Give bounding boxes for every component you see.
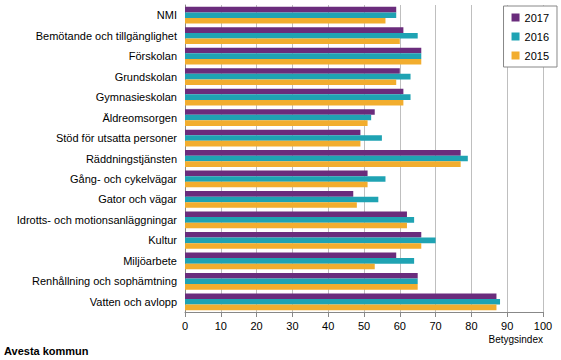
- svg-text:Kultur: Kultur: [148, 234, 177, 246]
- svg-text:Förskolan: Förskolan: [129, 50, 177, 62]
- svg-text:Betygsindex: Betygsindex: [489, 334, 543, 345]
- svg-text:Renhållning och sophämtning: Renhållning och sophämtning: [32, 275, 177, 287]
- svg-text:Avesta kommun: Avesta kommun: [4, 345, 89, 357]
- svg-text:Gator och vägar: Gator och vägar: [98, 193, 177, 205]
- svg-text:60: 60: [394, 320, 406, 332]
- svg-text:Bemötande och tillgänglighet: Bemötande och tillgänglighet: [36, 30, 177, 42]
- svg-text:30: 30: [286, 320, 298, 332]
- svg-text:Gymnasieskolan: Gymnasieskolan: [96, 91, 177, 103]
- svg-text:NMI: NMI: [157, 9, 177, 21]
- svg-text:100: 100: [534, 320, 552, 332]
- svg-text:Äldreomsorgen: Äldreomsorgen: [102, 112, 177, 124]
- svg-text:50: 50: [358, 320, 370, 332]
- svg-text:Räddningstjänsten: Räddningstjänsten: [86, 153, 177, 165]
- svg-text:80: 80: [465, 320, 477, 332]
- svg-text:Grundskolan: Grundskolan: [115, 71, 177, 83]
- svg-text:10: 10: [215, 320, 227, 332]
- svg-text:0: 0: [182, 320, 188, 332]
- svg-text:Miljöarbete: Miljöarbete: [123, 255, 177, 267]
- svg-text:70: 70: [429, 320, 441, 332]
- svg-text:Vatten och avlopp: Vatten och avlopp: [90, 296, 177, 308]
- svg-text:Stöd för utsatta personer: Stöd för utsatta personer: [56, 132, 177, 144]
- svg-text:90: 90: [501, 320, 513, 332]
- svg-text:2016: 2016: [525, 31, 549, 43]
- svg-text:40: 40: [322, 320, 334, 332]
- svg-text:2017: 2017: [525, 12, 549, 24]
- svg-text:20: 20: [250, 320, 262, 332]
- svg-text:Gång- och cykelvägar: Gång- och cykelvägar: [70, 173, 177, 185]
- svg-text:2015: 2015: [525, 50, 549, 62]
- svg-text:Idrotts- och motionsanläggning: Idrotts- och motionsanläggningar: [17, 214, 178, 226]
